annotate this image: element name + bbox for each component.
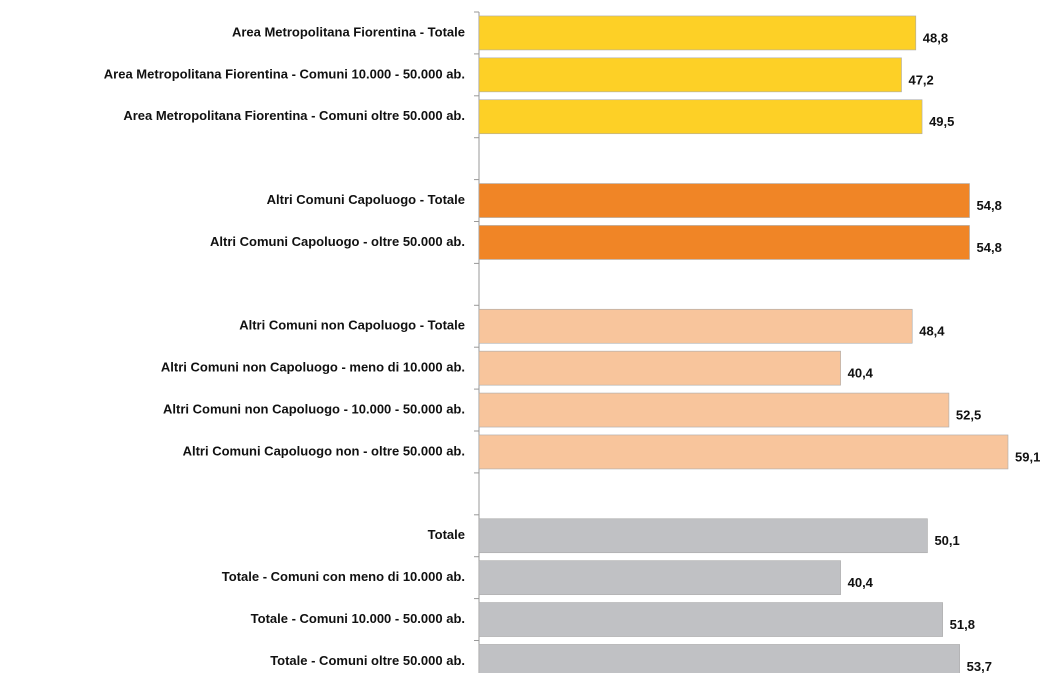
- bar: [478, 183, 970, 218]
- value-label: 49,5: [929, 114, 954, 129]
- value-label: 47,2: [908, 72, 933, 87]
- category-label: Altri Comuni Capoluogo - oltre 50.000 ab…: [210, 234, 465, 249]
- bar: [478, 602, 943, 637]
- bar: [478, 57, 902, 93]
- category-label: Altri Comuni Capoluogo non - oltre 50.00…: [183, 443, 465, 458]
- value-label: 50,1: [934, 533, 959, 548]
- category-label: Altri Comuni Capoluogo - Totale: [267, 192, 465, 207]
- value-label: 59,1: [1015, 449, 1040, 464]
- value-label: 51,8: [950, 617, 975, 632]
- bar: [478, 518, 928, 554]
- bar: [478, 560, 841, 595]
- bar: [478, 644, 960, 673]
- value-label: 53,7: [967, 659, 992, 673]
- category-label: Area Metropolitana Fiorentina - Comuni o…: [123, 108, 465, 123]
- category-label: Area Metropolitana Fiorentina - Totale: [232, 24, 465, 39]
- bar: [478, 225, 970, 260]
- value-label: 40,4: [848, 575, 874, 590]
- bar: [478, 308, 913, 344]
- category-label: Totale - Comuni oltre 50.000 ab.: [270, 653, 465, 668]
- category-label: Totale - Comuni con meno di 10.000 ab.: [222, 569, 465, 584]
- bar: [478, 15, 917, 51]
- bar: [478, 392, 950, 428]
- value-label: 52,5: [956, 407, 981, 422]
- category-label: Totale - Comuni 10.000 - 50.000 ab.: [251, 611, 465, 626]
- value-label: 54,8: [977, 198, 1002, 213]
- value-label: 40,4: [848, 366, 874, 381]
- category-label: Totale: [428, 527, 465, 542]
- category-label: Altri Comuni non Capoluogo - Totale: [239, 318, 465, 333]
- bar: [478, 350, 841, 386]
- category-label: Area Metropolitana Fiorentina - Comuni 1…: [104, 66, 465, 81]
- value-label: 48,8: [923, 30, 948, 45]
- value-label: 54,8: [977, 240, 1002, 255]
- category-label: Altri Comuni non Capoluogo - 10.000 - 50…: [163, 401, 465, 416]
- value-label: 48,4: [919, 324, 945, 339]
- category-label: Altri Comuni non Capoluogo - meno di 10.…: [161, 360, 465, 375]
- bar: [478, 434, 1009, 470]
- bar: [478, 99, 923, 135]
